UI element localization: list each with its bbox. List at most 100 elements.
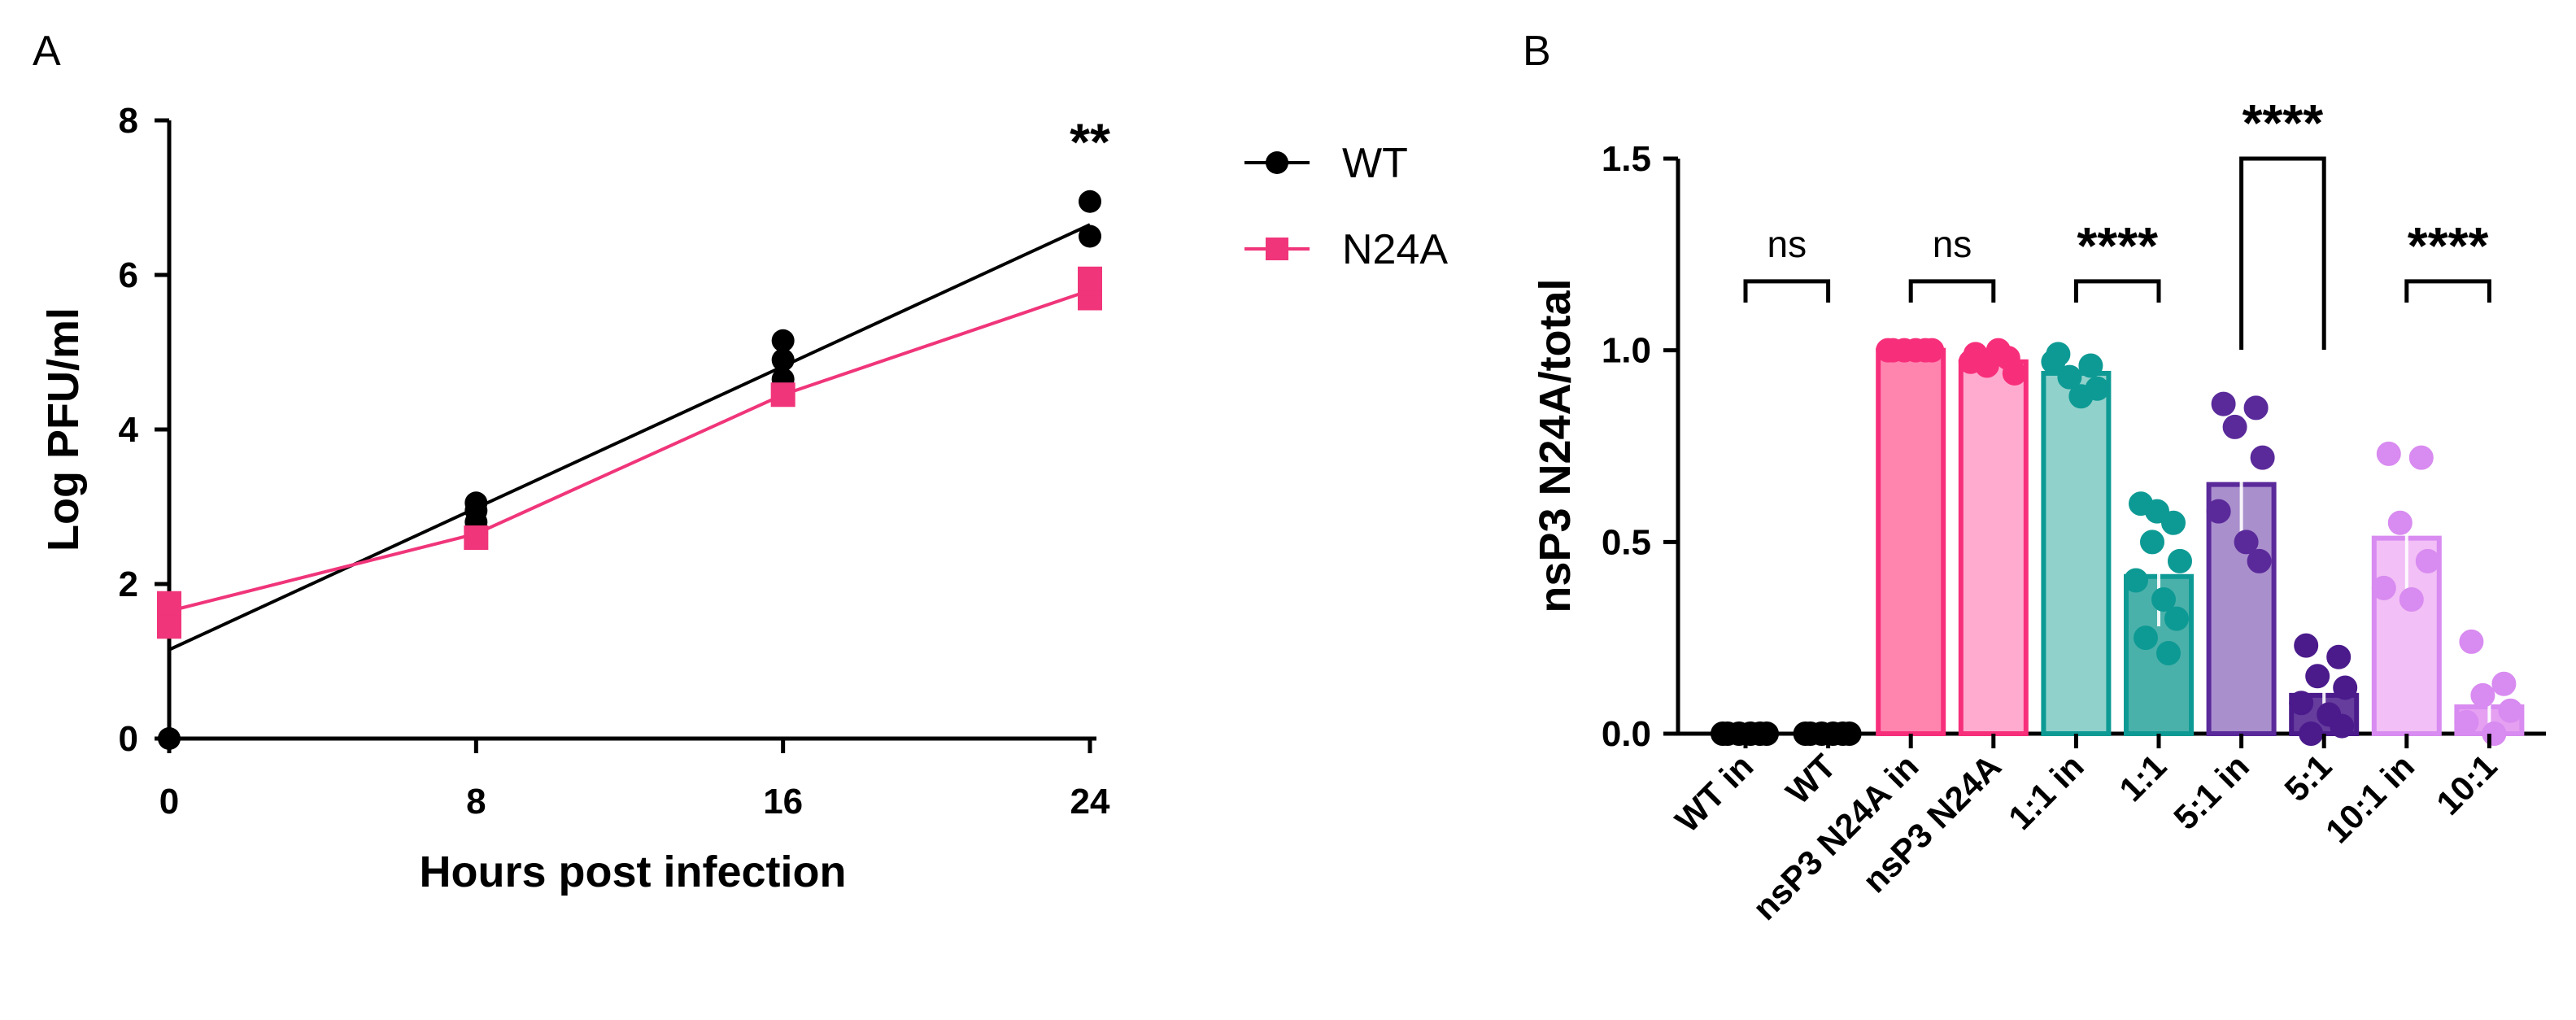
data-point [2305,664,2330,689]
data-point [2140,530,2164,555]
panel-b-comparisons: ns ns **** **** **** [1743,94,2491,350]
data-point [1738,721,1763,746]
data-point [2151,587,2176,612]
panel-b-y-axis-title: nsP3 N24A/total [1531,278,1580,612]
data-point [2459,629,2484,654]
x-tick-label: 5:1 [2277,747,2338,809]
data-point [1903,338,1929,363]
panel-a-annotations: ** [1070,113,1110,172]
bar [1958,359,2029,736]
data-point [2057,364,2082,390]
data-point [1820,721,1846,746]
panel-b-dots [1711,338,2523,746]
data-point [2387,510,2413,535]
y-tick-label: 0.5 [1602,522,1651,562]
data-point [2243,395,2269,421]
data-point [2299,721,2324,746]
y-tick-label: 0 [119,719,138,759]
data-point [2078,353,2103,378]
x-tick-label: 16 [763,782,803,822]
comparison-bracket [2239,156,2326,350]
x-tick-label: WT in [1667,747,1760,839]
data-point [2491,671,2517,696]
bar [2041,370,2112,736]
data-point [2124,568,2148,593]
panel-b-y-ticks: 0.0 0.5 1.0 1.5 [1602,139,1678,754]
data-point [2326,644,2352,669]
y-tick-label: 1.0 [1602,331,1651,371]
y-tick-label: 4 [119,410,139,450]
data-point [2408,445,2434,470]
data-point [2211,391,2236,416]
data-point [2333,675,2358,700]
comparison-bracket [1908,279,1996,303]
data-point [2206,499,2231,524]
y-tick-label: 0.0 [1602,714,1651,754]
x-tick-label: 10:1 in [2318,747,2421,850]
series-line-wt [168,223,1091,652]
comparison-bracket [2404,279,2491,303]
x-tick-label: 0 [159,782,179,822]
x-tick-label: 1:1 [2112,747,2173,809]
data-point [1793,721,1818,746]
panel-a-legend: WT N24A [1244,140,1448,273]
comparison-bracket [1743,279,1831,303]
point-wt [771,329,795,352]
data-point [2498,698,2523,723]
panel-a-points [157,190,1102,750]
data-point [2002,360,2027,386]
data-point [2145,499,2169,524]
x-tick-label: 8 [466,782,486,822]
data-point [2399,587,2424,612]
legend-n24a-marker [1266,238,1288,260]
data-point [1958,349,1983,374]
point-n24a [1078,266,1102,291]
point-wt [158,727,181,750]
data-point [2415,548,2440,573]
x-tick-label: 1:1 in [2001,747,2091,837]
data-point [2454,709,2479,734]
panel-a-y-axis-title: Log PFU/ml [39,307,88,551]
data-point [1876,338,1901,363]
data-point [2289,691,2314,716]
data-point [2482,721,2507,746]
panel-a-x-axis-title: Hours post infection [420,848,847,896]
legend-wt-marker [1266,151,1288,174]
legend-n24a-label: N24A [1342,226,1448,273]
point-wt [771,348,795,372]
panel-a-label: A [33,28,61,75]
comparison-label: **** [2243,94,2324,152]
comparison-label: ns [1767,223,1807,265]
x-tick-label: 5:1 in [2166,747,2256,837]
comparison-label: **** [2077,216,2158,275]
bar [1876,347,1946,736]
comparison-label: **** [2408,216,2489,275]
y-tick-label: 1.5 [1602,139,1651,179]
comparison-label: ns [1933,223,1972,265]
significance-label: ** [1070,113,1110,172]
data-point [2470,682,2495,708]
point-n24a [770,382,795,408]
x-tick-label: 10:1 [2429,747,2504,822]
data-point [2376,441,2401,466]
data-point [1985,338,2011,363]
data-point [2164,606,2189,631]
data-point [2168,548,2192,573]
y-tick-label: 6 [119,255,138,295]
data-point [2250,445,2275,470]
data-point [2330,713,2355,739]
data-point [2222,414,2247,439]
data-point [2234,530,2259,555]
point-n24a [157,614,181,639]
y-tick-label: 8 [119,101,138,141]
data-point [2134,626,2158,651]
panel-a-fit-lines [168,223,1091,652]
point-n24a [464,525,489,550]
x-tick-label: 24 [1070,782,1110,822]
point-wt [1079,224,1101,248]
x-tick-label: WT [1779,747,1844,812]
data-point [1711,721,1735,746]
